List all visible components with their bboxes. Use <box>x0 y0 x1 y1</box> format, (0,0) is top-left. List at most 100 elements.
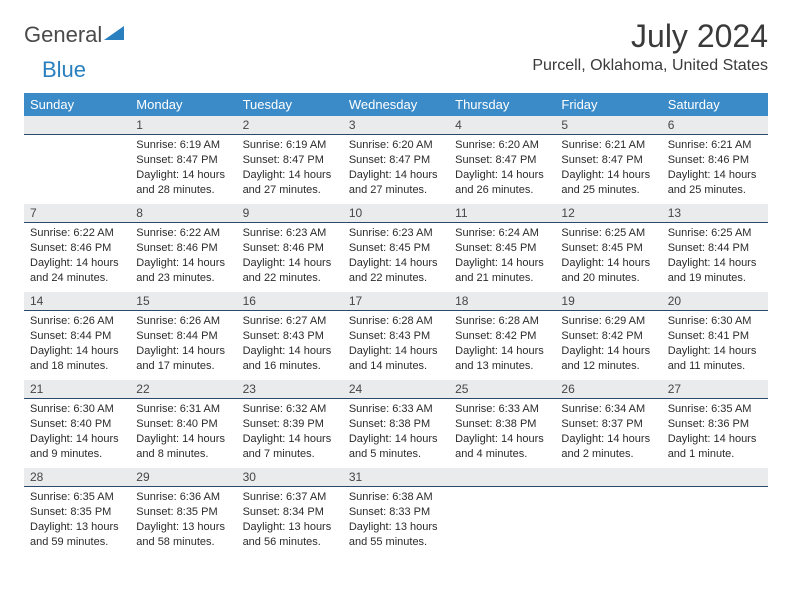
calendar-cell: 8Sunrise: 6:22 AMSunset: 8:46 PMDaylight… <box>130 204 236 292</box>
day-number: 27 <box>662 380 768 399</box>
day-content: Sunrise: 6:36 AMSunset: 8:35 PMDaylight:… <box>130 487 236 553</box>
sunrise-line: Sunrise: 6:28 AM <box>455 314 549 329</box>
weekday-header: Sunday <box>24 93 130 116</box>
day-content: Sunrise: 6:27 AMSunset: 8:43 PMDaylight:… <box>237 311 343 377</box>
day-content: Sunrise: 6:20 AMSunset: 8:47 PMDaylight:… <box>449 135 555 201</box>
day-content: Sunrise: 6:20 AMSunset: 8:47 PMDaylight:… <box>343 135 449 201</box>
day-number: 21 <box>24 380 130 399</box>
daylight-line: Daylight: 14 hours and 9 minutes. <box>30 432 124 462</box>
sunset-line: Sunset: 8:42 PM <box>455 329 549 344</box>
calendar-cell: 25Sunrise: 6:33 AMSunset: 8:38 PMDayligh… <box>449 380 555 468</box>
daylight-line: Daylight: 14 hours and 12 minutes. <box>561 344 655 374</box>
sunrise-line: Sunrise: 6:28 AM <box>349 314 443 329</box>
day-content: Sunrise: 6:34 AMSunset: 8:37 PMDaylight:… <box>555 399 661 465</box>
day-content: Sunrise: 6:35 AMSunset: 8:35 PMDaylight:… <box>24 487 130 553</box>
calendar-row: 7Sunrise: 6:22 AMSunset: 8:46 PMDaylight… <box>24 204 768 292</box>
sunrise-line: Sunrise: 6:23 AM <box>243 226 337 241</box>
sunset-line: Sunset: 8:38 PM <box>349 417 443 432</box>
daylight-line: Daylight: 14 hours and 17 minutes. <box>136 344 230 374</box>
day-number-bar <box>662 468 768 487</box>
day-content: Sunrise: 6:33 AMSunset: 8:38 PMDaylight:… <box>449 399 555 465</box>
calendar-cell: 11Sunrise: 6:24 AMSunset: 8:45 PMDayligh… <box>449 204 555 292</box>
calendar-page: General July 2024 Purcell, Oklahoma, Uni… <box>0 0 792 574</box>
day-number: 3 <box>343 116 449 135</box>
day-content: Sunrise: 6:25 AMSunset: 8:44 PMDaylight:… <box>662 223 768 289</box>
month-title: July 2024 <box>532 18 768 55</box>
daylight-line: Daylight: 14 hours and 26 minutes. <box>455 168 549 198</box>
sunrise-line: Sunrise: 6:26 AM <box>136 314 230 329</box>
sunrise-line: Sunrise: 6:25 AM <box>668 226 762 241</box>
sunset-line: Sunset: 8:37 PM <box>561 417 655 432</box>
daylight-line: Daylight: 14 hours and 20 minutes. <box>561 256 655 286</box>
calendar-cell: 16Sunrise: 6:27 AMSunset: 8:43 PMDayligh… <box>237 292 343 380</box>
weekday-header: Tuesday <box>237 93 343 116</box>
calendar-cell: 13Sunrise: 6:25 AMSunset: 8:44 PMDayligh… <box>662 204 768 292</box>
daylight-line: Daylight: 14 hours and 25 minutes. <box>668 168 762 198</box>
calendar-cell: 24Sunrise: 6:33 AMSunset: 8:38 PMDayligh… <box>343 380 449 468</box>
sunset-line: Sunset: 8:41 PM <box>668 329 762 344</box>
calendar-cell: 27Sunrise: 6:35 AMSunset: 8:36 PMDayligh… <box>662 380 768 468</box>
day-number: 12 <box>555 204 661 223</box>
daylight-line: Daylight: 14 hours and 23 minutes. <box>136 256 230 286</box>
sunset-line: Sunset: 8:45 PM <box>561 241 655 256</box>
weekday-header: Friday <box>555 93 661 116</box>
sunset-line: Sunset: 8:46 PM <box>668 153 762 168</box>
calendar-cell: 14Sunrise: 6:26 AMSunset: 8:44 PMDayligh… <box>24 292 130 380</box>
calendar-cell: 22Sunrise: 6:31 AMSunset: 8:40 PMDayligh… <box>130 380 236 468</box>
daylight-line: Daylight: 14 hours and 4 minutes. <box>455 432 549 462</box>
day-content: Sunrise: 6:26 AMSunset: 8:44 PMDaylight:… <box>130 311 236 377</box>
daylight-line: Daylight: 14 hours and 2 minutes. <box>561 432 655 462</box>
calendar-cell: 7Sunrise: 6:22 AMSunset: 8:46 PMDaylight… <box>24 204 130 292</box>
sunrise-line: Sunrise: 6:22 AM <box>136 226 230 241</box>
day-content: Sunrise: 6:23 AMSunset: 8:46 PMDaylight:… <box>237 223 343 289</box>
daylight-line: Daylight: 14 hours and 7 minutes. <box>243 432 337 462</box>
calendar-row: 21Sunrise: 6:30 AMSunset: 8:40 PMDayligh… <box>24 380 768 468</box>
weekday-header: Monday <box>130 93 236 116</box>
brand-part1: General <box>24 22 102 48</box>
sunrise-line: Sunrise: 6:21 AM <box>561 138 655 153</box>
day-content: Sunrise: 6:29 AMSunset: 8:42 PMDaylight:… <box>555 311 661 377</box>
location-text: Purcell, Oklahoma, United States <box>532 57 768 75</box>
day-number: 13 <box>662 204 768 223</box>
sunrise-line: Sunrise: 6:36 AM <box>136 490 230 505</box>
day-content: Sunrise: 6:30 AMSunset: 8:40 PMDaylight:… <box>24 399 130 465</box>
sunrise-line: Sunrise: 6:20 AM <box>349 138 443 153</box>
calendar-cell: 3Sunrise: 6:20 AMSunset: 8:47 PMDaylight… <box>343 116 449 204</box>
day-content: Sunrise: 6:19 AMSunset: 8:47 PMDaylight:… <box>237 135 343 201</box>
sunrise-line: Sunrise: 6:32 AM <box>243 402 337 417</box>
sunset-line: Sunset: 8:43 PM <box>349 329 443 344</box>
day-number: 9 <box>237 204 343 223</box>
calendar-cell <box>449 468 555 556</box>
day-number: 11 <box>449 204 555 223</box>
daylight-line: Daylight: 14 hours and 27 minutes. <box>349 168 443 198</box>
sunset-line: Sunset: 8:46 PM <box>30 241 124 256</box>
sunrise-line: Sunrise: 6:24 AM <box>455 226 549 241</box>
day-number: 1 <box>130 116 236 135</box>
sunrise-line: Sunrise: 6:29 AM <box>561 314 655 329</box>
day-number: 7 <box>24 204 130 223</box>
daylight-line: Daylight: 14 hours and 13 minutes. <box>455 344 549 374</box>
daylight-line: Daylight: 13 hours and 55 minutes. <box>349 520 443 550</box>
sunrise-line: Sunrise: 6:30 AM <box>668 314 762 329</box>
sunset-line: Sunset: 8:46 PM <box>136 241 230 256</box>
brand-logo: General <box>24 18 126 48</box>
daylight-line: Daylight: 14 hours and 1 minute. <box>668 432 762 462</box>
daylight-line: Daylight: 14 hours and 21 minutes. <box>455 256 549 286</box>
sunset-line: Sunset: 8:39 PM <box>243 417 337 432</box>
calendar-cell: 17Sunrise: 6:28 AMSunset: 8:43 PMDayligh… <box>343 292 449 380</box>
sunset-line: Sunset: 8:40 PM <box>136 417 230 432</box>
day-number: 5 <box>555 116 661 135</box>
day-number: 15 <box>130 292 236 311</box>
sunrise-line: Sunrise: 6:23 AM <box>349 226 443 241</box>
sunrise-line: Sunrise: 6:22 AM <box>30 226 124 241</box>
calendar-cell: 30Sunrise: 6:37 AMSunset: 8:34 PMDayligh… <box>237 468 343 556</box>
sunset-line: Sunset: 8:44 PM <box>136 329 230 344</box>
sunrise-line: Sunrise: 6:26 AM <box>30 314 124 329</box>
day-content: Sunrise: 6:22 AMSunset: 8:46 PMDaylight:… <box>24 223 130 289</box>
sunset-line: Sunset: 8:45 PM <box>349 241 443 256</box>
sunrise-line: Sunrise: 6:25 AM <box>561 226 655 241</box>
calendar-cell <box>24 116 130 204</box>
daylight-line: Daylight: 14 hours and 11 minutes. <box>668 344 762 374</box>
sunrise-line: Sunrise: 6:35 AM <box>30 490 124 505</box>
daylight-line: Daylight: 14 hours and 22 minutes. <box>243 256 337 286</box>
